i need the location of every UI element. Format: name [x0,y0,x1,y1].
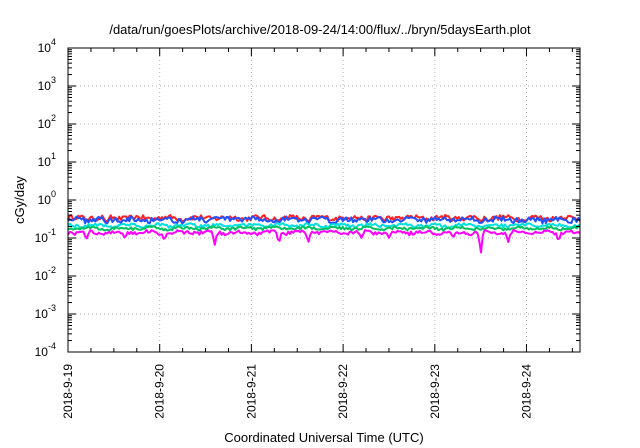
x-tick-label: 2018-9-19 [61,364,75,419]
y-tick-label: 103 [38,75,56,93]
x-tick-label: 2018-9-22 [336,364,350,419]
series-line [67,225,581,232]
y-tick-label: 10-4 [35,341,56,359]
y-tick-label: 101 [38,151,56,169]
x-axis-label: Coordinated Universal Time (UTC) [224,430,423,445]
y-tick-label: 102 [38,113,56,131]
grid [68,48,580,352]
y-tick-label: 10-3 [35,303,56,321]
y-tick-label: 100 [38,189,56,207]
x-tick-label: 2018-9-20 [153,364,167,419]
chart-title: /data/run/goesPlots/archive/2018-09-24/1… [109,22,531,37]
y-axis-label: cGy/day [12,176,27,224]
series-lines [67,213,581,254]
x-tick-label: 2018-9-23 [428,364,442,419]
y-tick-label: 10-2 [35,265,56,283]
series-line [67,222,581,230]
x-axis: 2018-9-19 2018-9-20 2018-9-21 2018-9-22 2018… [61,48,573,419]
y-tick-label: 104 [38,37,56,55]
x-tick-label: 2018-9-24 [520,364,534,419]
x-tick-label: 2018-9-21 [244,364,258,419]
plot-frame [67,47,581,353]
series-line [67,229,581,254]
y-tick-label: 10-1 [35,227,56,245]
y-axis: 10-4 10-3 10-2 10-1 100 101 102 103 104 [35,37,580,359]
series-line [67,215,581,225]
